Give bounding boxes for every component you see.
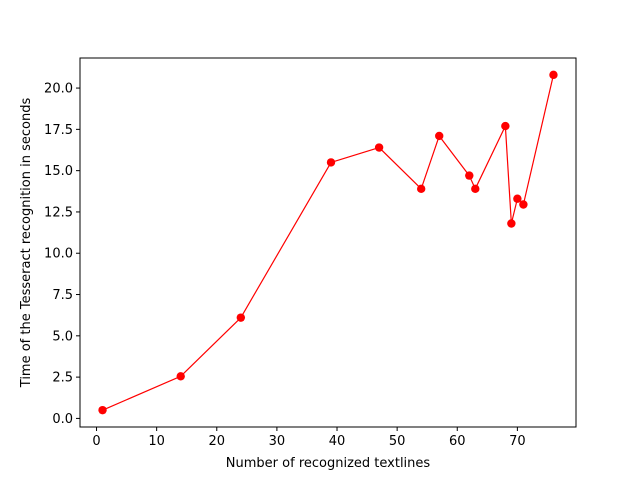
x-tick-label: 0 [92, 434, 100, 449]
data-point [549, 70, 558, 80]
series-layer [98, 70, 558, 415]
data-point [374, 143, 384, 152]
y-axis-label: Time of the Tesseract recognition in sec… [19, 98, 34, 389]
data-point [465, 171, 474, 180]
x-tick-label: 70 [509, 434, 526, 449]
x-tick-label: 10 [148, 434, 165, 449]
data-point [176, 372, 185, 381]
x-axis-label: Number of recognized textlines [226, 456, 431, 471]
y-tick-label: 12.5 [44, 205, 73, 220]
y-tick-label: 5.0 [52, 329, 73, 344]
y-tick-label: 2.5 [52, 371, 73, 386]
x-tick-label: 40 [329, 434, 346, 449]
axes-frame [79, 57, 577, 428]
x-tick-label: 50 [389, 434, 406, 449]
x-axis-ticks: 0 10 20 30 40 50 60 70 [92, 427, 526, 449]
data-point [98, 405, 107, 415]
data-point [519, 200, 528, 209]
y-tick-label: 7.5 [52, 288, 73, 303]
plot-area [80, 58, 576, 427]
y-tick-label: 15.0 [44, 164, 73, 179]
data-point [435, 131, 444, 141]
y-tick-label: 10.0 [44, 247, 73, 262]
y-tick-label: 0.0 [52, 412, 73, 427]
data-point [326, 158, 336, 167]
data-point [507, 219, 516, 228]
x-tick-label: 20 [209, 434, 226, 449]
x-tick-label: 30 [269, 434, 286, 449]
data-point [513, 194, 522, 203]
x-tick-label: 60 [449, 434, 466, 449]
series-line [102, 74, 555, 411]
data-point [416, 184, 426, 194]
data-point [236, 313, 246, 322]
data-point [471, 184, 480, 194]
y-axis-ticks: 0.0 2.5 5.0 7.5 10.0 12.5 15.0 17.5 20.0 [44, 82, 80, 427]
y-tick-label: 20.0 [44, 82, 73, 97]
data-point [501, 121, 510, 131]
y-tick-label: 17.5 [44, 123, 73, 138]
